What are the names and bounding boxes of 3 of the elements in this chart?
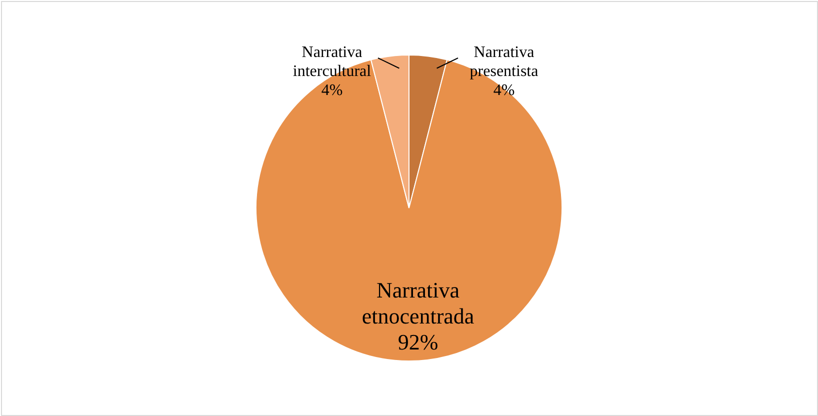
data-label: 92% (398, 329, 438, 354)
data-label: 4% (321, 82, 343, 99)
slice-label: Narrativa etnocentrada (362, 277, 474, 328)
